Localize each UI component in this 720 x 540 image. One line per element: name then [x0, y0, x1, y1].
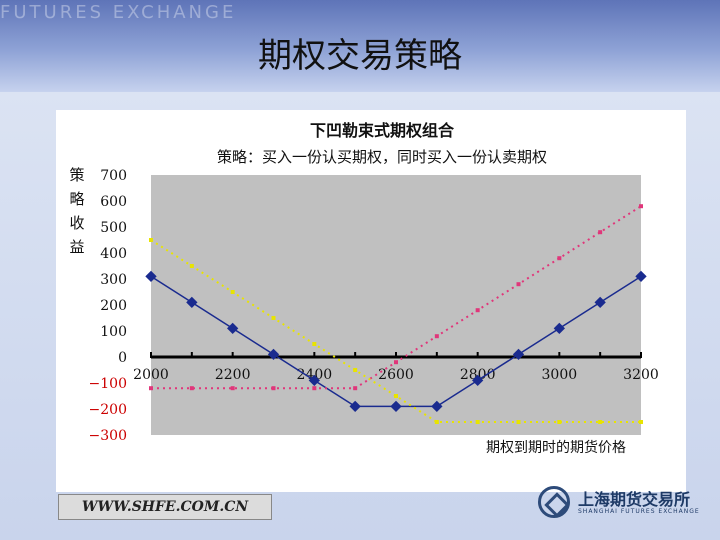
- y-tick-label: 300: [100, 272, 127, 288]
- data-point-call: [475, 308, 480, 313]
- data-point-call: [557, 256, 562, 261]
- y-tick-label: 200: [100, 298, 127, 314]
- header-watermark-text: FUTURES EXCHANGE: [0, 2, 237, 23]
- y-axis-label-char: 略: [69, 190, 84, 208]
- slide-title: 期权交易策略: [258, 36, 462, 76]
- data-point-call: [189, 386, 194, 391]
- data-point-put: [230, 290, 235, 294]
- y-tick-label: 700: [100, 168, 127, 184]
- data-point-combo: [267, 348, 280, 361]
- data-point-combo: [349, 400, 361, 413]
- x-tick-label: 3200: [623, 367, 659, 383]
- exchange-logo-icon: [538, 486, 570, 518]
- x-tick-label: 2200: [215, 367, 251, 383]
- data-point-put: [516, 420, 521, 424]
- y-tick-label: −300: [89, 428, 127, 444]
- y-tick-label: 400: [100, 246, 127, 262]
- y-tick-label: 500: [100, 220, 127, 236]
- chart: 下凹勒束式期权组合 策略：买入一份认买期权，同时买入一份认卖期权 策略收益 期权…: [69, 121, 659, 456]
- x-axis-label: 期权到期时的期货价格: [486, 439, 626, 456]
- x-tick-label: 3000: [542, 367, 578, 383]
- data-point-combo: [308, 374, 320, 387]
- data-point-call: [598, 230, 603, 235]
- exchange-logo: 上海期货交易所 SHANGHAI FUTURES EXCHANGE: [538, 484, 699, 524]
- header-band: FUTURES EXCHANGE: [0, 0, 720, 92]
- data-point-call: [434, 334, 439, 339]
- x-tick-label: 2600: [378, 367, 414, 383]
- data-point-put: [639, 420, 643, 424]
- data-point-call: [353, 386, 358, 391]
- chart-panel: 下凹勒束式期权组合 策略：买入一份认买期权，同时买入一份认卖期权 策略收益 期权…: [56, 110, 686, 492]
- data-point-put: [394, 394, 398, 398]
- data-point-put: [353, 368, 358, 372]
- footer-url: WWW.SHFE.COM.CN: [58, 494, 272, 520]
- logo-chinese-name: 上海期货交易所: [578, 490, 691, 509]
- y-axis-label-char: 收: [69, 214, 84, 232]
- data-point-combo: [431, 400, 443, 413]
- data-point-put: [149, 238, 153, 242]
- data-point-call: [639, 204, 643, 209]
- data-point-call: [394, 360, 398, 365]
- data-point-put: [189, 264, 194, 268]
- y-axis-label-char: 益: [69, 238, 84, 256]
- chart-subtitle: 策略：买入一份认买期权，同时买入一份认卖期权: [217, 148, 547, 166]
- data-point-call: [271, 386, 276, 391]
- y-tick-label: 0: [118, 350, 127, 366]
- y-axis-label-char: 策: [69, 166, 84, 184]
- data-point-put: [312, 342, 317, 346]
- data-point-call: [149, 386, 153, 391]
- chart-title: 下凹勒束式期权组合: [310, 121, 455, 140]
- y-axis-label: 策略收益: [69, 166, 84, 256]
- data-point-put: [598, 420, 603, 424]
- y-tick-label: −100: [89, 376, 127, 392]
- data-point-combo: [594, 296, 606, 309]
- data-point-combo: [227, 322, 239, 335]
- data-point-combo: [635, 270, 647, 283]
- data-point-put: [434, 420, 439, 424]
- data-point-combo: [186, 296, 198, 309]
- x-tick-label: 2000: [133, 367, 169, 383]
- data-point-call: [516, 282, 521, 287]
- data-point-call: [312, 386, 317, 391]
- y-tick-label: −200: [89, 402, 127, 418]
- data-point-call: [230, 386, 235, 391]
- plot-area: [151, 175, 641, 435]
- data-point-combo: [472, 374, 484, 387]
- y-tick-label: 100: [100, 324, 127, 340]
- y-tick-label: 600: [100, 194, 127, 210]
- logo-english-name: SHANGHAI FUTURES EXCHANGE: [578, 508, 700, 515]
- data-point-combo: [390, 400, 402, 413]
- data-point-put: [271, 316, 276, 320]
- data-point-combo: [553, 322, 565, 335]
- data-point-combo: [512, 348, 525, 361]
- data-point-put: [557, 420, 562, 424]
- data-point-put: [475, 420, 480, 424]
